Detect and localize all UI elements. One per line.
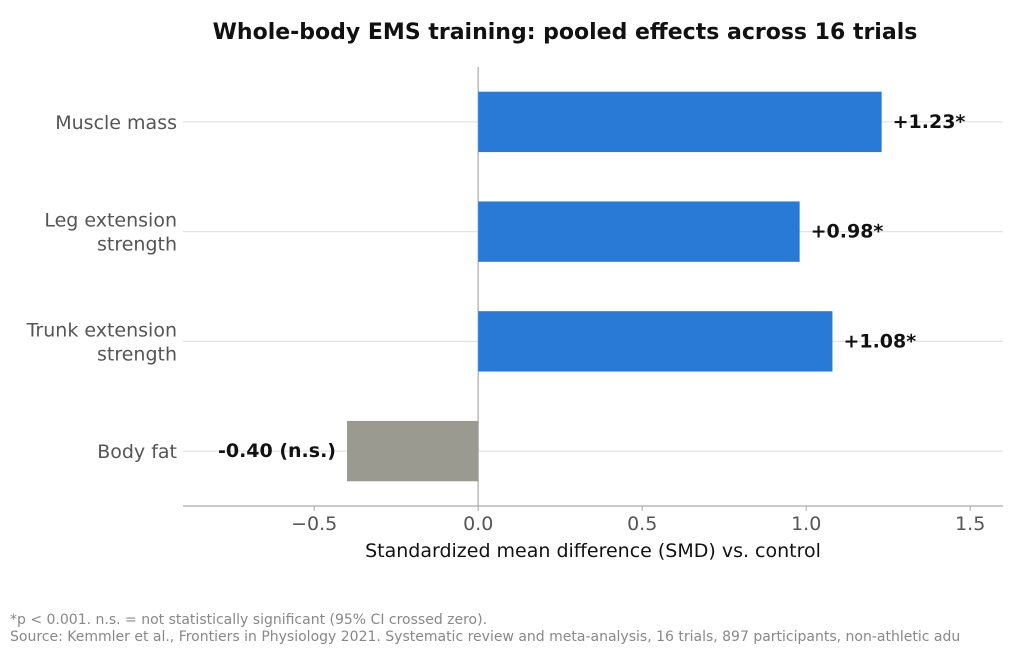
category-label: Leg extension: [44, 210, 177, 232]
bar: [478, 311, 833, 372]
data-label: +0.98*: [811, 221, 884, 243]
category-label: Muscle mass: [55, 112, 177, 134]
x-axis-label: Standardized mean difference (SMD) vs. c…: [365, 540, 821, 562]
x-tick-label: 1.0: [791, 513, 821, 535]
x-tick-label: −0.5: [291, 513, 337, 535]
data-label: +1.08*: [843, 330, 916, 352]
category-label: Trunk extension: [26, 319, 177, 341]
x-tick-label: 0.0: [463, 513, 493, 535]
x-tick-label: 0.5: [627, 513, 657, 535]
bar-layer: [347, 91, 882, 482]
category-label: strength: [97, 343, 177, 365]
category-label: strength: [97, 234, 177, 256]
x-tick-label: 1.5: [955, 513, 985, 535]
chart-title: Whole-body EMS training: pooled effects …: [213, 20, 918, 45]
category-label: Body fat: [97, 441, 177, 463]
data-label: +1.23*: [893, 111, 966, 133]
bar: [347, 420, 479, 482]
data-label: -0.40 (n.s.): [218, 440, 336, 462]
x-ticks: −0.5 0.0 0.5 1.0 1.5: [291, 506, 985, 535]
bar: [478, 201, 800, 262]
footnote-source: Source: Kemmler et al., Frontiers in Phy…: [10, 629, 961, 645]
label-layer: +1.23* +0.98* +1.08* -0.40 (n.s.) Muscle mas…: [26, 111, 966, 463]
footnote-significance: *p < 0.001. n.s. = not statistically sig…: [10, 612, 488, 628]
bar-chart: Whole-body EMS training: pooled effects …: [26, 20, 1003, 562]
bar: [478, 91, 882, 153]
